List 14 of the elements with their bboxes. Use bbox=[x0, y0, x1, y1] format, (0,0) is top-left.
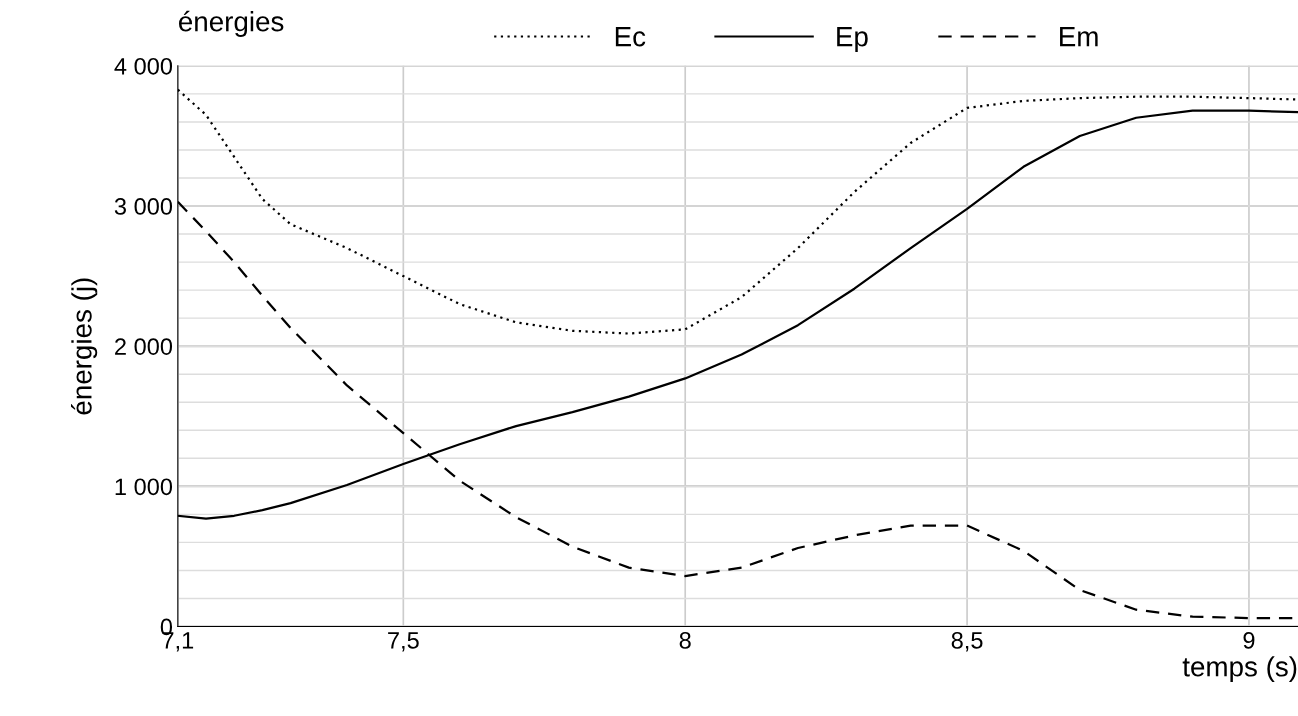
y-tick-label: 2 000 bbox=[115, 338, 173, 355]
x-axis-title: temps (s) bbox=[1182, 656, 1297, 683]
y-tick-label: 4 000 bbox=[114, 57, 173, 75]
legend-label: Ep bbox=[837, 27, 868, 52]
y-tick-label: 3 000 bbox=[114, 198, 173, 215]
x-tick-label: 7,5 bbox=[388, 632, 419, 652]
x-tick-label: 9 bbox=[1243, 631, 1255, 649]
x-tick-label: 8,5 bbox=[951, 631, 983, 652]
legend-label: Em bbox=[1060, 27, 1098, 47]
legend-label: Ec bbox=[615, 27, 646, 47]
y-tick-label: 1 000 bbox=[115, 478, 173, 496]
legend-title: énergies bbox=[179, 10, 284, 37]
x-tick-label: 8 bbox=[679, 631, 691, 649]
y-axis-title: énergies (j) bbox=[71, 278, 98, 415]
